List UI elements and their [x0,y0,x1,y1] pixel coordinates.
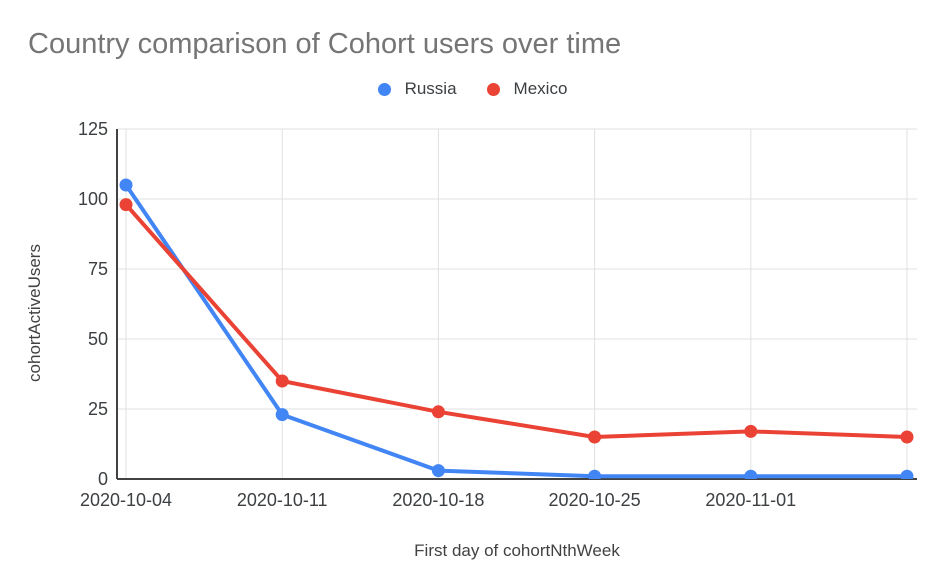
data-point-mexico[interactable] [431,405,445,419]
x-axis-tick-label: 2020-11-01 [705,490,796,510]
legend-item-russia[interactable]: Russia [377,79,457,99]
legend-label: Mexico [513,79,568,98]
y-axis-tick-label: 0 [98,469,108,489]
data-point-russia[interactable] [275,408,289,422]
data-point-russia[interactable] [588,469,602,483]
y-axis-tick-label: 125 [78,119,108,139]
y-axis-title: cohortActiveUsers [25,244,44,382]
y-axis-tick-label: 25 [88,399,108,419]
x-axis-tick-label: 2020-10-11 [237,490,328,510]
data-point-russia[interactable] [431,464,445,478]
chart-title: Country comparison of Cohort users over … [28,28,622,60]
data-point-russia[interactable] [119,178,133,192]
series-line-russia [124,183,909,479]
data-point-russia[interactable] [900,469,914,483]
y-axis-tick-label: 75 [88,259,108,279]
x-axis-tick-label: 2020-10-04 [80,490,172,510]
x-axis-tick-label: 2020-10-25 [549,490,641,510]
data-point-russia[interactable] [744,469,758,483]
x-axis-tick-label: 2020-10-18 [392,490,484,510]
y-axis-tick-label: 50 [88,329,108,349]
legend-color-dot-icon [486,82,500,96]
data-point-mexico[interactable] [119,198,133,212]
series-line-mexico [124,202,909,439]
data-point-mexico[interactable] [275,374,289,388]
x-axis-title: First day of cohortNthWeek [414,541,620,560]
chart-legend: Russia Mexico [0,76,945,102]
legend-item-mexico[interactable]: Mexico [486,79,568,99]
data-point-mexico[interactable] [744,424,758,438]
legend-color-dot-icon [377,82,391,96]
y-axis-tick-label: 100 [78,189,108,209]
data-point-mexico[interactable] [588,430,602,444]
data-point-mexico[interactable] [900,430,914,444]
legend-label: Russia [404,79,457,98]
